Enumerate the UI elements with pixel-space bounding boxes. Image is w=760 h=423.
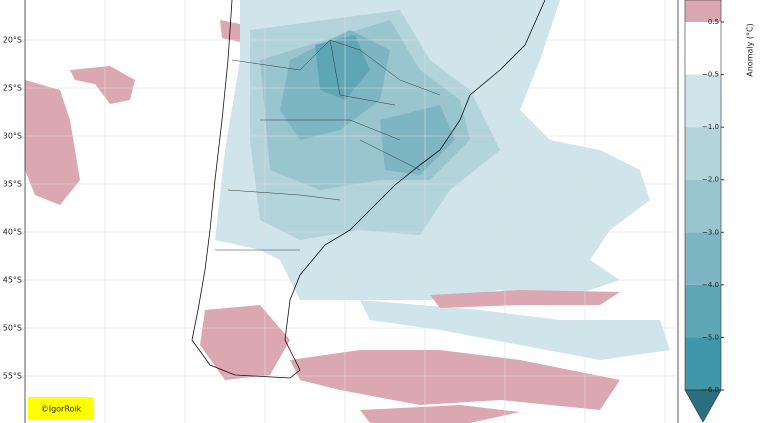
colorbar-label: Anomaly (°C): [746, 23, 755, 76]
warm-anomaly: [360, 405, 520, 423]
credit-box: [28, 397, 94, 420]
colorbar-tick-label: −4.0: [702, 281, 719, 289]
colorbar-band: [685, 127, 721, 180]
credit: ©IgorRoik: [41, 405, 82, 414]
latitude-label: 50°S: [3, 324, 22, 333]
colorbar-tick-label: −0.5: [702, 71, 719, 79]
colorbar-band: [685, 74, 721, 128]
warm-anomaly: [290, 350, 620, 410]
cold-anomaly: [360, 300, 670, 360]
map-area: [24, 0, 679, 423]
warm-anomaly: [25, 80, 80, 205]
latitude-label: 20°S: [3, 36, 22, 45]
latitude-label: 35°S: [3, 180, 22, 189]
latitude-labels: 20°S 25°S 30°S 35°S 40°S 45°S 50°S 55°S: [3, 36, 22, 381]
colorbar-band: [685, 284, 721, 338]
grid: [25, 0, 678, 423]
warm-anomaly: [200, 305, 290, 380]
borders: [215, 39, 441, 251]
warm-anomaly: [220, 20, 245, 42]
colorbar-band: [685, 232, 721, 285]
latitude-label: 30°S: [3, 132, 22, 141]
colorbar-band: [685, 179, 721, 233]
latitude-label: 40°S: [3, 228, 22, 237]
cold-anomaly: [315, 35, 370, 100]
colorbar-tick-label: −2.0: [702, 176, 719, 184]
warm-anomaly: [70, 66, 135, 104]
colorbar-tick-label: −1.0: [702, 123, 719, 131]
latitude-label: 55°S: [3, 372, 22, 381]
colorbar-band: [685, 22, 721, 75]
colorbar: 0.5 −0.5 −1.0 −2.0 −3.0 −4.0 −5.0 −6.0: [684, 0, 724, 423]
colorbar-band: [685, 337, 721, 390]
colorbar-tick-label: 0.5: [708, 18, 719, 26]
map-frame: [24, 0, 679, 423]
cold-anomaly: [380, 105, 455, 175]
colorbar-frame: [684, 0, 722, 391]
warm-anomaly: [430, 290, 620, 308]
coastline: [191, 0, 546, 379]
latitude-label: 45°S: [3, 276, 22, 285]
latitude-label: 25°S: [3, 84, 22, 93]
colorbar-extension: [684, 389, 722, 423]
colorbar-tick-label: −5.0: [702, 333, 719, 341]
colorbar-tick-label: −6.0: [702, 386, 719, 394]
colorbar-band: [685, 0, 721, 22]
colorbar-tick-label: −3.0: [702, 228, 719, 236]
